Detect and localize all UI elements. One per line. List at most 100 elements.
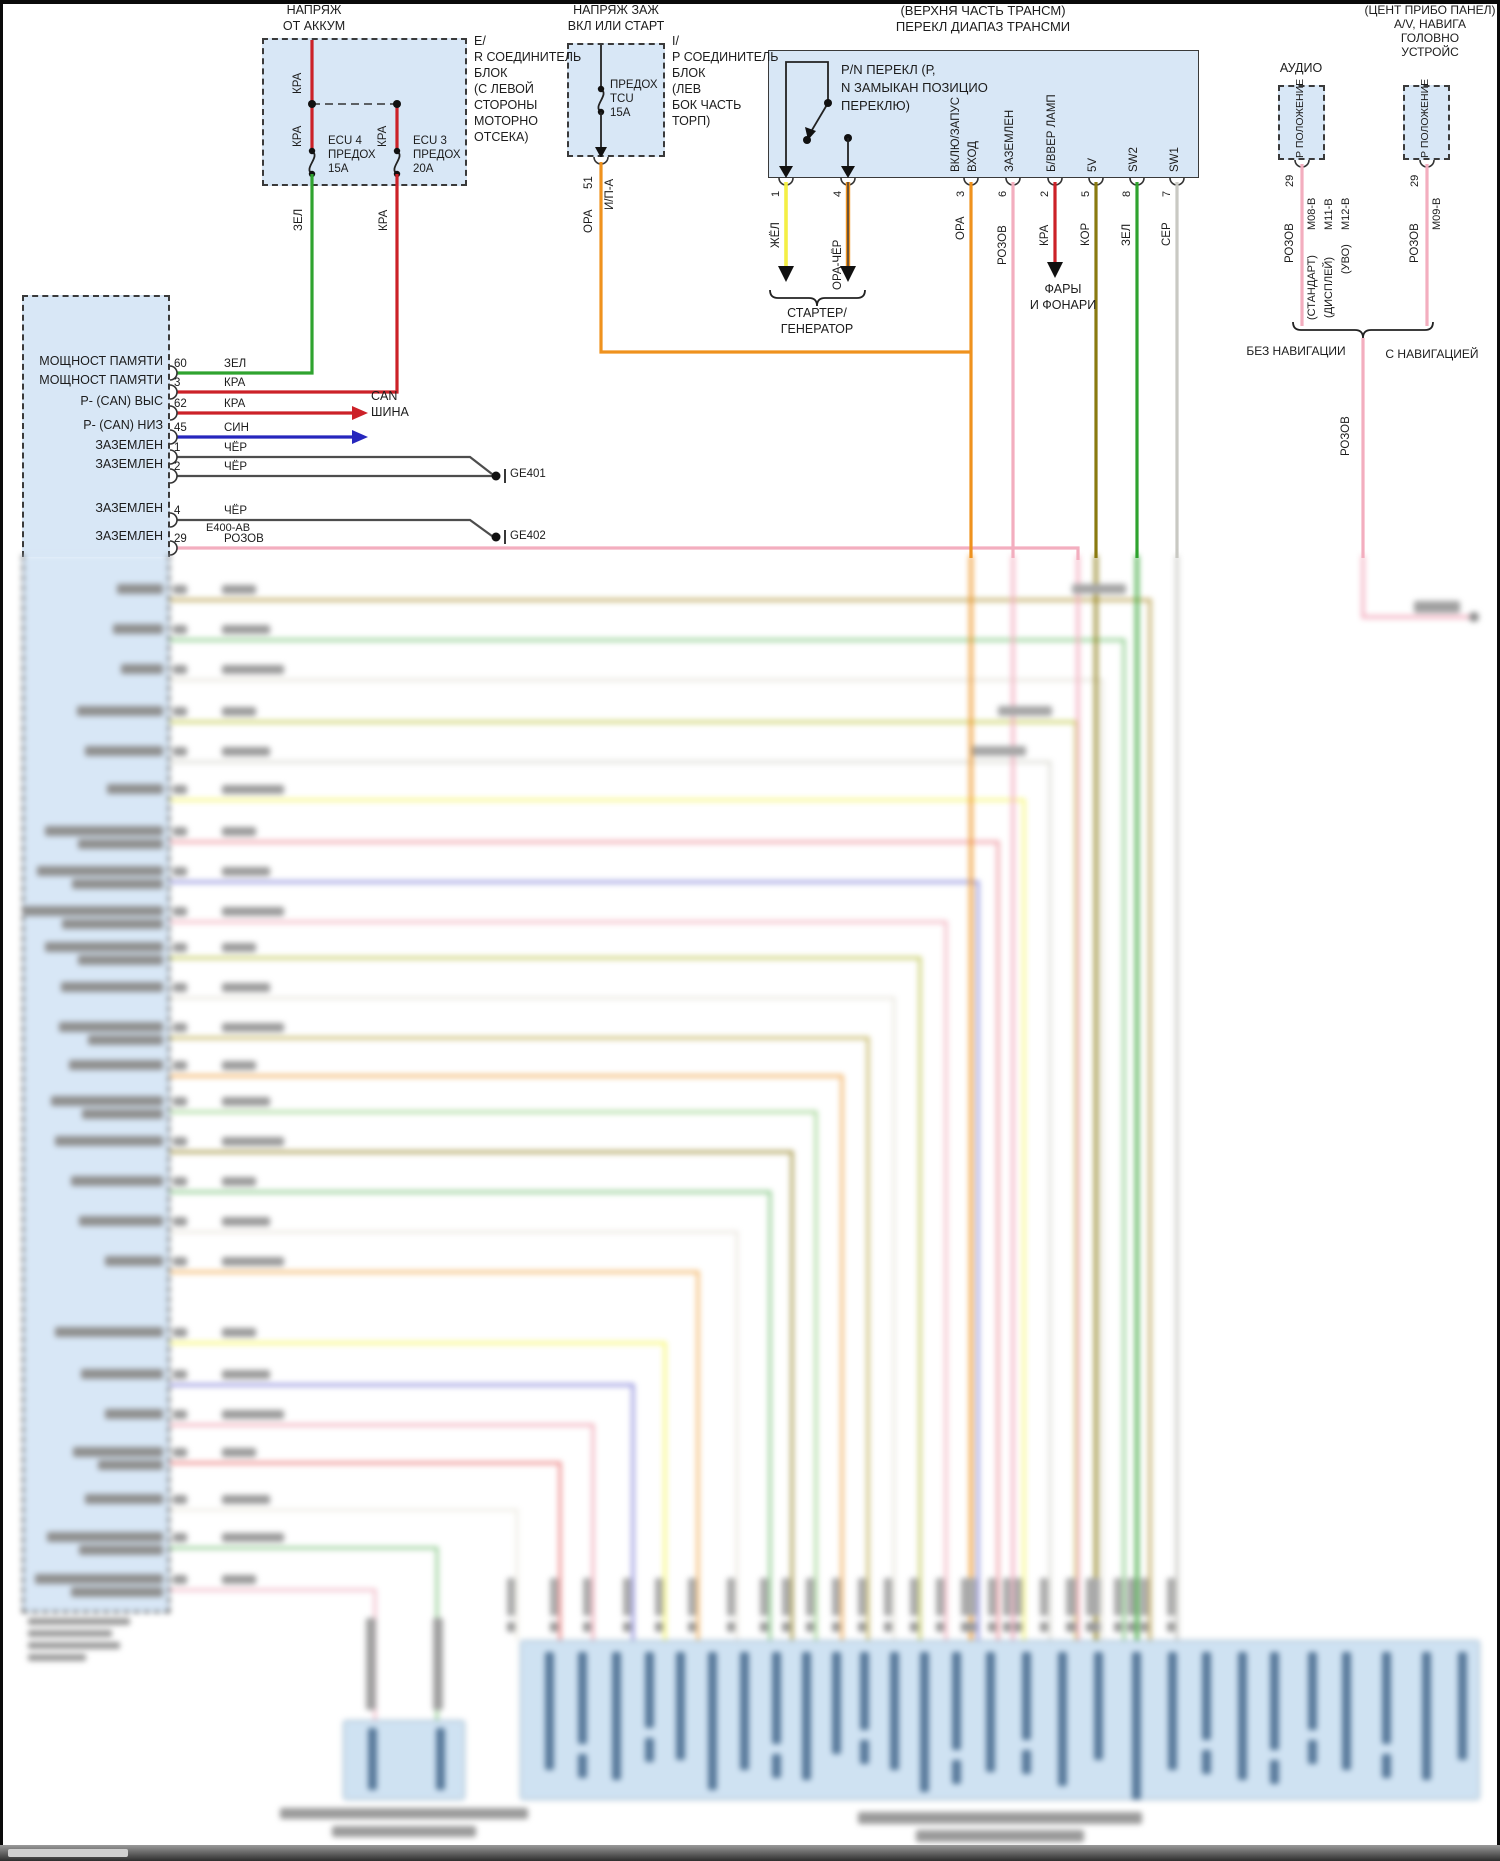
head-unit-title-line2: A/V, НАВИГА — [1394, 17, 1466, 31]
blurred-entry-pin — [910, 1622, 918, 1632]
wire-color-label: КРА — [378, 209, 390, 231]
blurred-note — [28, 1618, 130, 1625]
er-block-label: МОТОРНО — [474, 114, 539, 128]
ecu-row-label: МОЩНОСТ ПАМЯТИ — [39, 373, 163, 387]
blurred-pin-number — [173, 665, 187, 674]
blurred-wire-color — [222, 1097, 270, 1106]
blurred-entry-label — [1092, 1578, 1100, 1616]
ecu-box-top — [22, 295, 170, 557]
connector-id: М12-В — [1340, 197, 1352, 230]
blurred-entry-label — [961, 1578, 969, 1616]
blurred-note — [28, 1642, 120, 1649]
blurred-pin-number — [173, 983, 187, 992]
blurred-connector-dot — [1469, 612, 1479, 622]
blurred-slot-label — [832, 1652, 841, 1754]
blurred-row-label — [71, 1176, 163, 1186]
blurred-row-label — [79, 1545, 163, 1555]
blurred-slot-label — [1202, 1750, 1211, 1774]
blurred-pin-number — [173, 1137, 187, 1146]
fuse-label: 15А — [328, 163, 349, 175]
blurred-wire — [170, 1270, 700, 1640]
blurred-entry-label — [550, 1578, 558, 1616]
blurred-right-label — [998, 706, 1052, 716]
pin-number: 7 — [1161, 190, 1173, 197]
blurred-entry-label — [727, 1578, 735, 1616]
ip-block-label: БОК ЧАСТЬ — [672, 98, 742, 112]
pin-number: 62 — [174, 398, 187, 410]
blurred-wire — [170, 1423, 595, 1640]
blurred-wire — [170, 1461, 562, 1640]
wire-color-label: РОЗОВ — [1409, 223, 1421, 263]
connector-id: М11-В — [1323, 198, 1335, 230]
blurred-slot-label — [890, 1652, 899, 1770]
wire-color-label: КРА — [377, 125, 389, 147]
ignition-title-line2: ВКЛ ИЛИ СТАРТ — [567, 19, 665, 33]
blurred-connector-label — [1414, 601, 1460, 613]
fuse-label: ПРЕДОХ — [328, 149, 376, 161]
blurred-wire — [170, 1036, 870, 1640]
wire-color-label: РОЗОВ — [224, 533, 264, 545]
blurred-entry-pin — [936, 1622, 944, 1632]
ground-point-label: GE401 — [510, 468, 546, 480]
blurred-slot-label — [578, 1652, 587, 1744]
wire-color-label: ОРА — [955, 216, 967, 240]
blurred-row-label — [23, 906, 163, 916]
er-block-label: СТОРОНЫ — [474, 98, 538, 112]
footer-bar — [0, 1845, 1500, 1861]
blurred-row-label — [62, 919, 163, 929]
wire-color-label: СИН — [224, 422, 249, 434]
blurred-wire-color — [222, 1533, 284, 1542]
blurred-row-label — [81, 1369, 163, 1379]
blurred-entry-pin — [782, 1622, 790, 1632]
blurred-wire — [170, 880, 980, 1640]
variant-label: (УВО) — [1340, 244, 1352, 274]
blurred-row-label — [45, 942, 163, 952]
blurred-entry-label — [1127, 1578, 1135, 1616]
blurred-slot-label — [1270, 1760, 1279, 1784]
blurred-slot-label — [1382, 1652, 1391, 1744]
blurred-entry-label — [507, 1578, 515, 1616]
blurred-row-label — [82, 1109, 163, 1119]
blurred-pin-number — [173, 1023, 187, 1032]
wire-color-label: КРА — [224, 377, 246, 389]
lamps-label-line1: ФАРЫ — [1044, 282, 1082, 296]
blurred-entry-label — [760, 1578, 768, 1616]
blurred-row-label — [71, 1587, 163, 1597]
wire-color-label: ЧЁР — [224, 442, 248, 454]
blurred-entry-label — [623, 1578, 631, 1616]
blurred-entry-pin — [1114, 1622, 1122, 1632]
blurred-entry-label — [688, 1578, 696, 1616]
blurred-note — [28, 1654, 86, 1661]
blurred-row-label — [107, 784, 163, 794]
blurred-pin-number — [173, 1257, 187, 1266]
blurred-wire — [1361, 555, 1469, 619]
blurred-entry-label — [1140, 1578, 1148, 1616]
transmission-title-line2: ПЕРЕКЛ ДИАПАЗ ТРАНСМИ — [895, 19, 1071, 34]
blurred-wire-color — [222, 625, 270, 634]
head-unit-title-line4: УСТРОЙС — [1401, 45, 1459, 59]
blurred-entry-pin — [688, 1622, 696, 1632]
blurred-wire-color — [222, 1495, 270, 1504]
ecu-row-label: ЗАЗЕМЛЕН — [95, 501, 163, 515]
fuse-label: 20А — [413, 163, 434, 175]
page-border-right — [1497, 0, 1500, 1861]
blurred-right-label — [972, 746, 1026, 756]
blurred-row-label — [98, 1460, 163, 1470]
pin-number: 51 — [583, 176, 595, 189]
blurred-wire-color — [222, 785, 284, 794]
blurred-slot-label — [1168, 1652, 1177, 1770]
blurred-row-label — [105, 1409, 163, 1419]
blurred-slot-label — [772, 1652, 781, 1744]
blurred-pin-number — [173, 1217, 187, 1226]
pin-number: 29 — [174, 533, 187, 545]
blurred-pin-number — [173, 1495, 187, 1504]
ecu-row-label: Р- (CAN) НИЗ — [83, 418, 163, 432]
blurred-entry-pin — [1003, 1622, 1011, 1632]
blurred-slot-label — [1458, 1652, 1467, 1760]
blurred-wire-color — [222, 1137, 284, 1146]
blurred-entry-pin — [884, 1622, 892, 1632]
transmission-range-switch-box — [768, 50, 1199, 178]
blurred-row-label — [78, 955, 163, 965]
blurred-slot-label — [1202, 1652, 1211, 1740]
blurred-slot-label — [802, 1652, 811, 1780]
